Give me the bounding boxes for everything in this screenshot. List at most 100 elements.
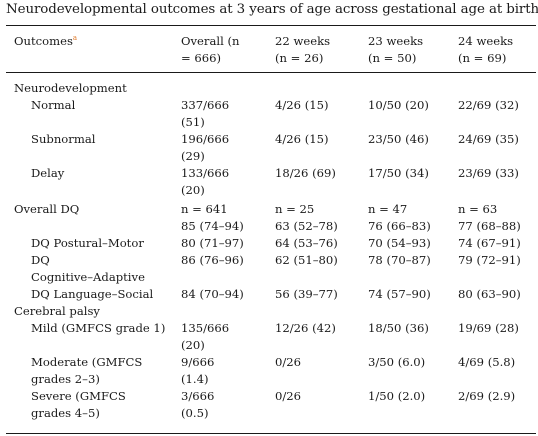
table-cell: 24/69 (35) [458, 131, 536, 148]
table-cell-line: (29) [181, 149, 205, 163]
table-cell: 133/666 (20) [181, 165, 266, 199]
table-cell-line: 12/26 (42) [275, 321, 336, 335]
header-23-line: 23 weeks [368, 34, 424, 48]
table-cell: 1/50 (2.0) [368, 388, 453, 405]
row-label: Neurodevelopment [14, 80, 174, 97]
row-label: Moderate (GMFCS grades 2–3) [31, 354, 176, 388]
table-cell: 80 (71–97) [181, 235, 266, 252]
table-cell-line: (1.4) [181, 372, 209, 386]
table-cell-line: 18/50 (36) [368, 321, 429, 335]
table-header-rule [6, 72, 536, 73]
table-cell-line: 0/26 [275, 355, 302, 369]
table-cell-line: 133/666 [181, 166, 230, 180]
table-cell: 18/50 (36) [368, 320, 453, 337]
table-cell-line: 23/69 (33) [458, 166, 519, 180]
table-cell-line: 78 (70–87) [368, 253, 431, 267]
table-cell: 3/50 (6.0) [368, 354, 453, 371]
table-cell: 63 (52–78) [275, 218, 360, 235]
table-cell: 86 (76–96) [181, 252, 266, 269]
table-cell: n = 641 [181, 201, 266, 218]
table-cell: 80 (63–90) [458, 286, 536, 303]
row-label: Delay [31, 165, 176, 182]
table-cell: 17/50 (34) [368, 165, 453, 182]
table-cell: n = 47 [368, 201, 453, 218]
table-cell: 18/26 (69) [275, 165, 360, 182]
row-label: Mild (GMFCS grade 1) [31, 320, 176, 337]
table-cell-line: 22/69 (32) [458, 98, 519, 112]
table-cell-line: (0.5) [181, 406, 209, 420]
table-cell: 64 (53–76) [275, 235, 360, 252]
table-cell-line: (51) [181, 115, 205, 129]
header-outcomes: Outcomesa [14, 33, 174, 50]
table-cell-line: 23/50 (46) [368, 132, 429, 146]
row-label-line: grades 2–3) [31, 372, 100, 386]
header-24-line: 24 weeks [458, 34, 514, 48]
row-label-line: DQ Language–Social [31, 287, 154, 301]
row-label: Overall DQ [14, 201, 174, 218]
table-cell: 4/69 (5.8) [458, 354, 536, 371]
header-24-line: (n = 69) [458, 51, 507, 65]
table-cell-line: 135/666 [181, 321, 230, 335]
table-cell: 3/666 (0.5) [181, 388, 266, 422]
row-label-line: Severe (GMFCS [31, 389, 126, 403]
table-cell-line: 18/26 (69) [275, 166, 336, 180]
header-22-weeks: 22 weeks (n = 26) [275, 33, 360, 67]
table-cell: 12/26 (42) [275, 320, 360, 337]
table-cell-line: (20) [181, 183, 205, 197]
row-label: DQ Language–Social [31, 286, 176, 303]
table-bottom-rule [6, 433, 536, 434]
row-label-line: Mild (GMFCS grade 1) [31, 321, 166, 335]
table-cell: n = 63 [458, 201, 536, 218]
footnote-marker: a [72, 34, 78, 43]
row-label-line: DQ [31, 253, 50, 267]
row-label-line: grades 4–5) [31, 406, 100, 420]
table-cell: 23/50 (46) [368, 131, 453, 148]
table-cell-line: 74 (57–90) [368, 287, 431, 301]
table-cell-line: 4/69 (5.8) [458, 355, 516, 369]
table-cell: 10/50 (20) [368, 97, 453, 114]
header-overall-line: Overall (n [181, 34, 240, 48]
table-cell-line: 79 (72–91) [458, 253, 521, 267]
table-cell-line: 63 (52–78) [275, 219, 338, 233]
row-label-line: Cognitive–Adaptive [31, 270, 145, 284]
table-cell: 4/26 (15) [275, 97, 360, 114]
table-cell-line: 70 (54–93) [368, 236, 431, 250]
table-cell-line: 77 (68–88) [458, 219, 521, 233]
row-label-line: Delay [31, 166, 65, 180]
row-label-line: Neurodevelopment [14, 81, 127, 95]
table-cell-line: 74 (67–91) [458, 236, 521, 250]
table-cell-line: (20) [181, 338, 205, 352]
table-cell-line: 24/69 (35) [458, 132, 519, 146]
table-cell: 23/69 (33) [458, 165, 536, 182]
table-cell: 196/666 (29) [181, 131, 266, 165]
table-cell: 337/666 (51) [181, 97, 266, 131]
row-label: Severe (GMFCS grades 4–5) [31, 388, 176, 422]
table-cell-line: 4/26 (15) [275, 98, 329, 112]
table-cell-line: 80 (71–97) [181, 236, 244, 250]
table-cell-line: 4/26 (15) [275, 132, 329, 146]
table-cell-line: 86 (76–96) [181, 253, 244, 267]
table-cell: 135/666 (20) [181, 320, 266, 354]
table-caption: Neurodevelopmental outcomes at 3 years o… [6, 2, 538, 17]
table-cell-line: 84 (70–94) [181, 287, 244, 301]
table-cell-line: 3/50 (6.0) [368, 355, 426, 369]
table-cell-line: n = 641 [181, 202, 228, 216]
table-cell-line: 0/26 [275, 389, 302, 403]
table-cell-line: 85 (74–94) [181, 219, 244, 233]
table-cell-line: 9/666 [181, 355, 215, 369]
header-22-line: (n = 26) [275, 51, 324, 65]
header-24-weeks: 24 weeks (n = 69) [458, 33, 536, 67]
row-label-line: Subnormal [31, 132, 96, 146]
row-label: DQ Postural–Motor [31, 235, 176, 252]
table-cell: 2/69 (2.9) [458, 388, 536, 405]
table-cell: 77 (68–88) [458, 218, 536, 235]
table-cell-line: 337/666 [181, 98, 230, 112]
table-cell-line: 3/666 [181, 389, 215, 403]
table-cell-line: 196/666 [181, 132, 230, 146]
table-cell: 62 (51–80) [275, 252, 360, 269]
table-cell: 19/69 (28) [458, 320, 536, 337]
table-cell: 85 (74–94) [181, 218, 266, 235]
row-label: Subnormal [31, 131, 176, 148]
table-cell: n = 25 [275, 201, 360, 218]
row-label-line: Cerebral palsy [14, 304, 100, 318]
